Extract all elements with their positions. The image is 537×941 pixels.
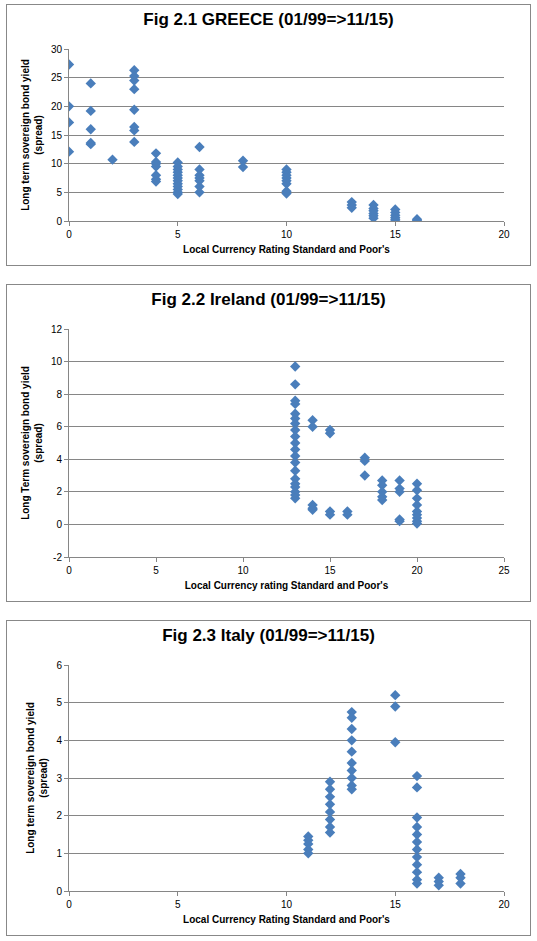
svg-text:20: 20: [411, 565, 423, 576]
svg-text:6: 6: [56, 421, 62, 432]
svg-text:20: 20: [51, 101, 63, 112]
svg-text:20: 20: [498, 899, 510, 910]
svg-text:1: 1: [56, 848, 62, 859]
svg-text:5: 5: [175, 899, 181, 910]
svg-text:0: 0: [56, 886, 62, 897]
svg-text:15: 15: [390, 229, 402, 240]
svg-text:6: 6: [56, 660, 62, 671]
svg-text:0: 0: [56, 216, 62, 227]
svg-text:Fig 2.1 GREECE (01/99=>11/15): Fig 2.1 GREECE (01/99=>11/15): [143, 10, 393, 29]
svg-text:0: 0: [66, 229, 72, 240]
svg-text:10: 10: [237, 565, 249, 576]
svg-text:Local Currency rating Standard: Local Currency rating Standard and Poor'…: [185, 580, 389, 591]
svg-text:2: 2: [56, 486, 62, 497]
svg-text:Fig 2.2 Ireland (01/99=>11/15): Fig 2.2 Ireland (01/99=>11/15): [151, 290, 385, 309]
svg-text:15: 15: [390, 899, 402, 910]
svg-text:5: 5: [56, 697, 62, 708]
svg-text:4: 4: [56, 735, 62, 746]
svg-text:8: 8: [56, 389, 62, 400]
svg-text:Fig 2.3 Italy (01/99=>11/15): Fig 2.3 Italy (01/99=>11/15): [162, 626, 375, 645]
svg-text:5: 5: [153, 565, 159, 576]
svg-text:2: 2: [56, 810, 62, 821]
svg-text:4: 4: [56, 454, 62, 465]
svg-text:0: 0: [66, 565, 72, 576]
svg-text:30: 30: [51, 44, 63, 55]
svg-text:Long term sovereign bond yield: Long term sovereign bond yield(spread): [25, 702, 49, 854]
svg-text:10: 10: [51, 356, 63, 367]
svg-text:10: 10: [281, 899, 293, 910]
svg-text:20: 20: [498, 229, 510, 240]
svg-text:15: 15: [51, 130, 63, 141]
svg-text:0: 0: [56, 519, 62, 530]
svg-text:Long Term sovereign bond yield: Long Term sovereign bond yield(spread): [20, 366, 44, 520]
svg-text:25: 25: [51, 72, 63, 83]
svg-text:5: 5: [56, 187, 62, 198]
svg-text:Local Currency Rating Standard: Local Currency Rating Standard and Poor'…: [183, 244, 390, 255]
svg-text:Long term sovereign bond yield: Long term sovereign bond yield(spread): [20, 59, 44, 211]
svg-text:5: 5: [175, 229, 181, 240]
svg-text:Local Currency Rating Standard: Local Currency Rating Standard and Poor'…: [183, 914, 390, 925]
svg-text:3: 3: [56, 773, 62, 784]
svg-text:25: 25: [498, 565, 510, 576]
svg-text:-2: -2: [53, 552, 62, 563]
svg-text:10: 10: [281, 229, 293, 240]
svg-text:0: 0: [66, 899, 72, 910]
svg-text:15: 15: [324, 565, 336, 576]
svg-text:10: 10: [51, 158, 63, 169]
svg-text:12: 12: [51, 324, 63, 335]
